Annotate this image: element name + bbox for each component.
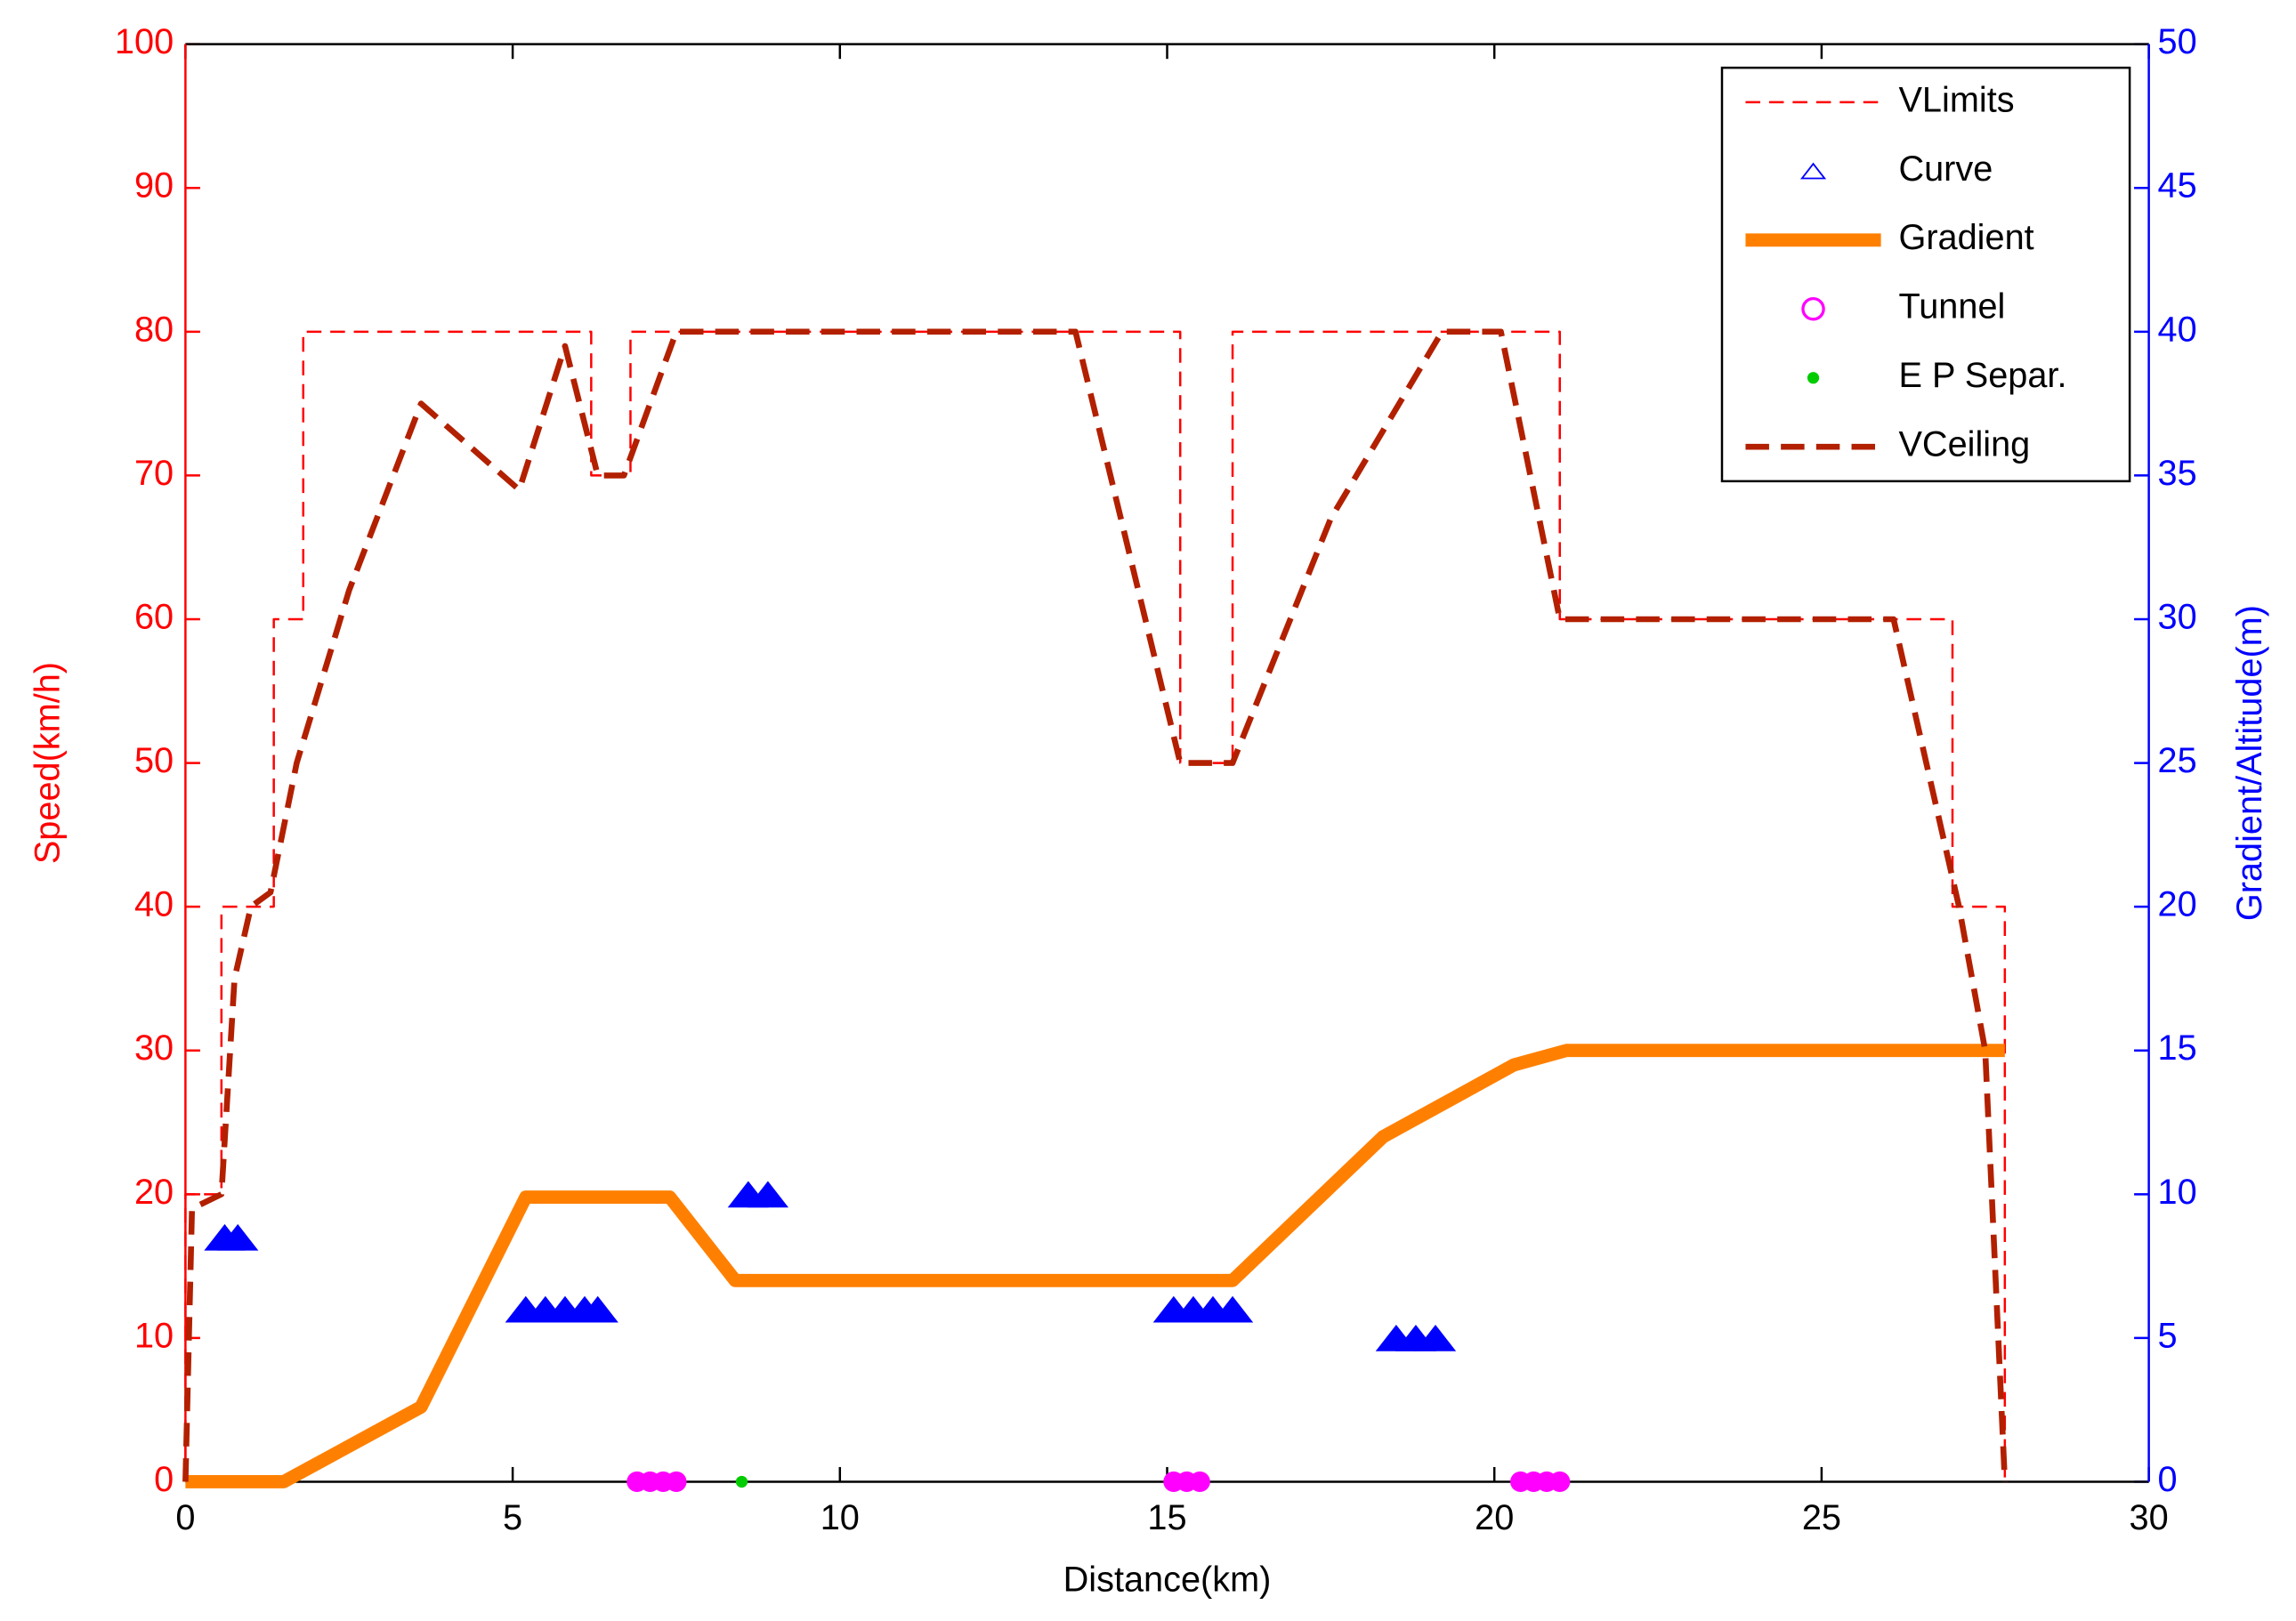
y-tick-label: 100 <box>115 22 174 61</box>
dot-marker <box>1807 372 1820 384</box>
y2-tick-label: 10 <box>2158 1173 2197 1212</box>
legend-label: E P Separ. <box>1898 356 2066 395</box>
x-tick-label: 15 <box>1147 1498 1186 1537</box>
series-line <box>182 328 2009 1482</box>
y2-tick-label: 20 <box>2158 885 2197 924</box>
x-tick-label: 30 <box>2130 1498 2169 1537</box>
curve-marker <box>1799 162 1827 180</box>
y-tick-label: 10 <box>134 1316 174 1355</box>
legend-label: Gradient <box>1898 218 2033 257</box>
y2-tick-label: 50 <box>2158 22 2197 61</box>
y2-tick-label: 15 <box>2158 1028 2197 1068</box>
curve-marker <box>1414 1325 1457 1351</box>
y2-tick-label: 40 <box>2158 310 2197 349</box>
y2-tick-label: 0 <box>2158 1460 2178 1499</box>
legend-label: Tunnel <box>1898 287 2005 327</box>
x-axis-label: Distance(km) <box>1063 1560 1272 1599</box>
y-tick-label: 40 <box>134 885 174 924</box>
tunnel-marker <box>1801 297 1825 321</box>
y-axis-label: Speed(km/h) <box>28 662 68 864</box>
x-tick-label: 20 <box>1475 1498 1514 1537</box>
x-tick-label: 0 <box>175 1498 195 1537</box>
y2-tick-label: 5 <box>2158 1316 2178 1355</box>
legend-box <box>1720 66 2131 483</box>
y2-tick-label: 45 <box>2158 166 2197 206</box>
series-line <box>185 1044 2005 1488</box>
curve-marker <box>747 1181 789 1208</box>
y-tick-label: 20 <box>134 1173 174 1212</box>
curve-marker <box>577 1295 618 1323</box>
curve-marker <box>217 1223 259 1251</box>
y2-tick-label: 35 <box>2158 454 2197 493</box>
tunnel-marker <box>1189 1471 1210 1493</box>
y2-axis-label: Gradient/Altitude(m) <box>2230 605 2269 921</box>
x-tick-label: 10 <box>821 1498 860 1537</box>
y2-tick-label: 25 <box>2158 741 2197 780</box>
legend-label: Curve <box>1898 149 1993 189</box>
tunnel-marker <box>666 1471 687 1493</box>
y-tick-label: 60 <box>134 597 174 636</box>
curve-marker <box>1211 1295 1254 1323</box>
tunnel-marker <box>1549 1471 1571 1493</box>
y-tick-label: 0 <box>154 1460 174 1499</box>
dot-marker <box>735 1475 748 1488</box>
y-tick-label: 30 <box>134 1028 174 1068</box>
legend-label: VCeiling <box>1898 425 2030 464</box>
x-tick-label: 5 <box>503 1498 522 1537</box>
y-tick-label: 70 <box>134 454 174 493</box>
legend-label: VLimits <box>1898 80 2014 119</box>
y-tick-label: 50 <box>134 741 174 780</box>
x-tick-label: 25 <box>1802 1498 1841 1537</box>
y-tick-label: 80 <box>134 310 174 349</box>
y2-tick-label: 30 <box>2158 597 2197 636</box>
y-tick-label: 90 <box>134 166 174 206</box>
